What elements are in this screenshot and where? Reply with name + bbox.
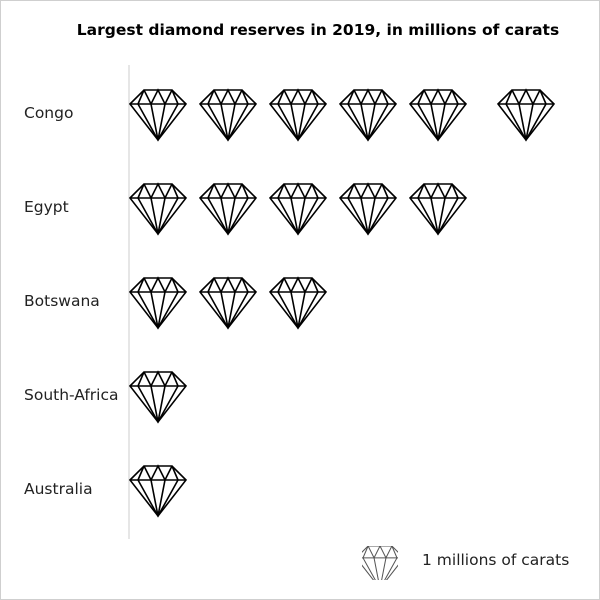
diamond-icon bbox=[128, 276, 188, 330]
diamond-icon bbox=[408, 88, 468, 142]
category-label: South-Africa bbox=[24, 386, 119, 404]
diamond-icon bbox=[128, 88, 188, 142]
diamond-icon bbox=[496, 88, 556, 142]
diamond-icon bbox=[128, 182, 188, 236]
category-label: Botswana bbox=[24, 292, 100, 310]
legend-diamond-shape bbox=[362, 546, 398, 580]
diamond-icon bbox=[198, 276, 258, 330]
diamond-icon bbox=[268, 182, 328, 236]
category-label: Egypt bbox=[24, 198, 69, 216]
diamond-icon bbox=[128, 464, 188, 518]
diamond-icon bbox=[128, 370, 188, 424]
category-label: Congo bbox=[24, 104, 73, 122]
legend-label: 1 millions of carats bbox=[422, 551, 570, 569]
diamond-icon bbox=[268, 88, 328, 142]
diamond-icon bbox=[198, 88, 258, 142]
diamond-icon bbox=[338, 88, 398, 142]
category-label: Australia bbox=[24, 480, 93, 498]
diamond-icon bbox=[198, 182, 258, 236]
diamond-icon bbox=[408, 182, 468, 236]
diamond-icon bbox=[338, 182, 398, 236]
diamond-icon bbox=[268, 276, 328, 330]
legend-diamond-icon bbox=[362, 546, 398, 580]
chart-title: Largest diamond reserves in 2019, in mil… bbox=[76, 21, 560, 39]
